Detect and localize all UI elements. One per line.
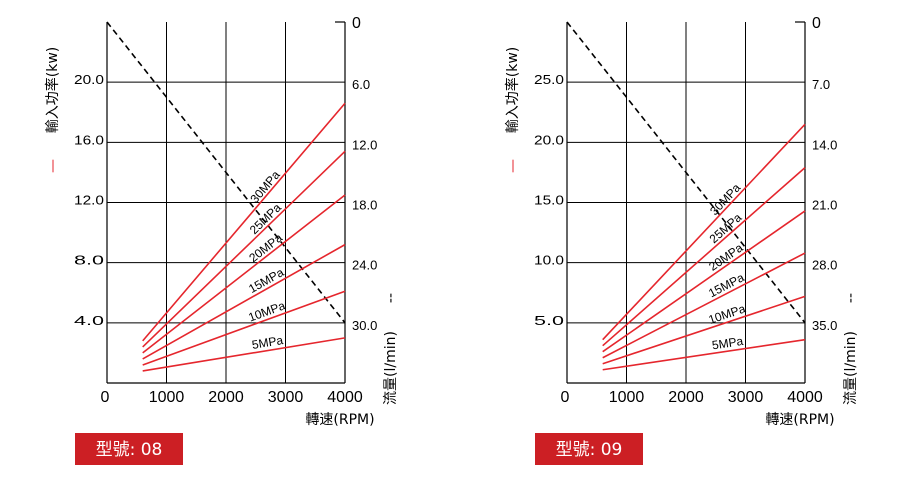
left-tick-label: 10.0 [534, 253, 564, 268]
curve-label: 5MPa [711, 334, 744, 353]
right-tick-label: 24.0 [352, 258, 377, 273]
x-tick-label: 3000 [268, 389, 304, 406]
chart-panel-model-09: 5.0 10.0 15.0 20.0 25.0 0 7.0 14.0 21.0 28.0 35.0 0… [504, 15, 859, 465]
model-badge [535, 433, 643, 465]
x-tick-label: 2000 [668, 389, 704, 406]
x-tick-label: 0 [101, 389, 110, 406]
power-curve-15mpa [142, 243, 346, 360]
curve-label: 20MPa [246, 230, 285, 265]
right-tick-label: 12.0 [352, 137, 377, 152]
curve-label: 15MPa [246, 265, 286, 296]
power-curve-30mpa [602, 123, 806, 341]
x-tick-label: 4000 [327, 389, 363, 406]
x-tick-label: 1000 [149, 389, 185, 406]
power-curve-5mpa [602, 338, 806, 371]
left-tick-label: 20.0 [534, 132, 564, 147]
flow-line [566, 21, 806, 324]
model-badge [75, 433, 183, 465]
power-curve-20mpa [142, 194, 346, 354]
power-curve-25mpa [602, 167, 806, 347]
chart-panel-model-08: 4.0 8.0 12.0 16.0 20.0 0 6.0 12.0 18.0 24.0 30.0 0 1… [44, 15, 399, 465]
right-tick-label: 28.0 [812, 258, 837, 273]
left-axis-title: 輸入功率(kw) [504, 47, 521, 133]
power-legend-marker: — [505, 159, 521, 173]
right-axis-title: 流量(l/min) [843, 331, 859, 405]
curve-label: 30MPa [247, 168, 283, 206]
left-tick-label: 16.0 [74, 132, 104, 147]
right-tick-label: 6.0 [352, 77, 370, 92]
right-tick-label: 21.0 [812, 198, 837, 213]
x-tick-label: 2000 [208, 389, 244, 406]
left-axis-title: 輸入功率(kw) [44, 47, 61, 133]
model-badge-label: 型號: 08 [96, 440, 163, 460]
curve-label: 10MPa [246, 298, 287, 324]
left-tick-label: 12.0 [74, 193, 104, 208]
power-curve-20mpa [602, 210, 806, 353]
curve-label: 30MPa [707, 181, 743, 219]
power-curve-10mpa [602, 295, 806, 365]
power-curve-25mpa [142, 150, 346, 348]
right-tick-label: 30.0 [352, 318, 377, 333]
right-tick-label: 0 [812, 15, 821, 32]
power-curve-5mpa [142, 337, 346, 372]
x-axis-title: 轉速(RPM) [305, 412, 374, 428]
power-curve-15mpa [602, 252, 806, 359]
x-axis-title: 轉速(RPM) [765, 412, 834, 428]
power-legend-marker: — [45, 159, 61, 173]
flow-legend-marker: -- [383, 293, 399, 303]
power-curve-10mpa [142, 290, 346, 366]
right-tick-label: 14.0 [812, 137, 837, 152]
curve-label: 25MPa [707, 210, 745, 246]
right-tick-label: 7.0 [812, 77, 830, 92]
model-badge-label: 型號: 09 [556, 440, 623, 460]
left-tick-label: 15.0 [534, 193, 564, 208]
x-tick-label: 4000 [787, 389, 823, 406]
right-tick-label: 0 [352, 15, 361, 32]
x-tick-label: 0 [561, 389, 570, 406]
power-curve-30mpa [142, 102, 346, 342]
left-tick-label: 25.0 [534, 72, 564, 87]
flow-legend-marker: -- [843, 293, 859, 303]
left-tick-label: 8.0 [74, 253, 104, 268]
curve-label: 5MPa [251, 333, 285, 352]
right-axis-title: 流量(l/min) [383, 331, 399, 405]
x-tick-label: 3000 [728, 389, 764, 406]
left-tick-label: 5.0 [534, 313, 564, 328]
right-tick-label: 18.0 [352, 198, 377, 213]
left-tick-label: 20.0 [74, 72, 104, 87]
x-tick-label: 1000 [609, 389, 645, 406]
left-tick-label: 4.0 [74, 313, 104, 328]
flow-line [106, 21, 346, 324]
right-tick-label: 35.0 [812, 318, 837, 333]
